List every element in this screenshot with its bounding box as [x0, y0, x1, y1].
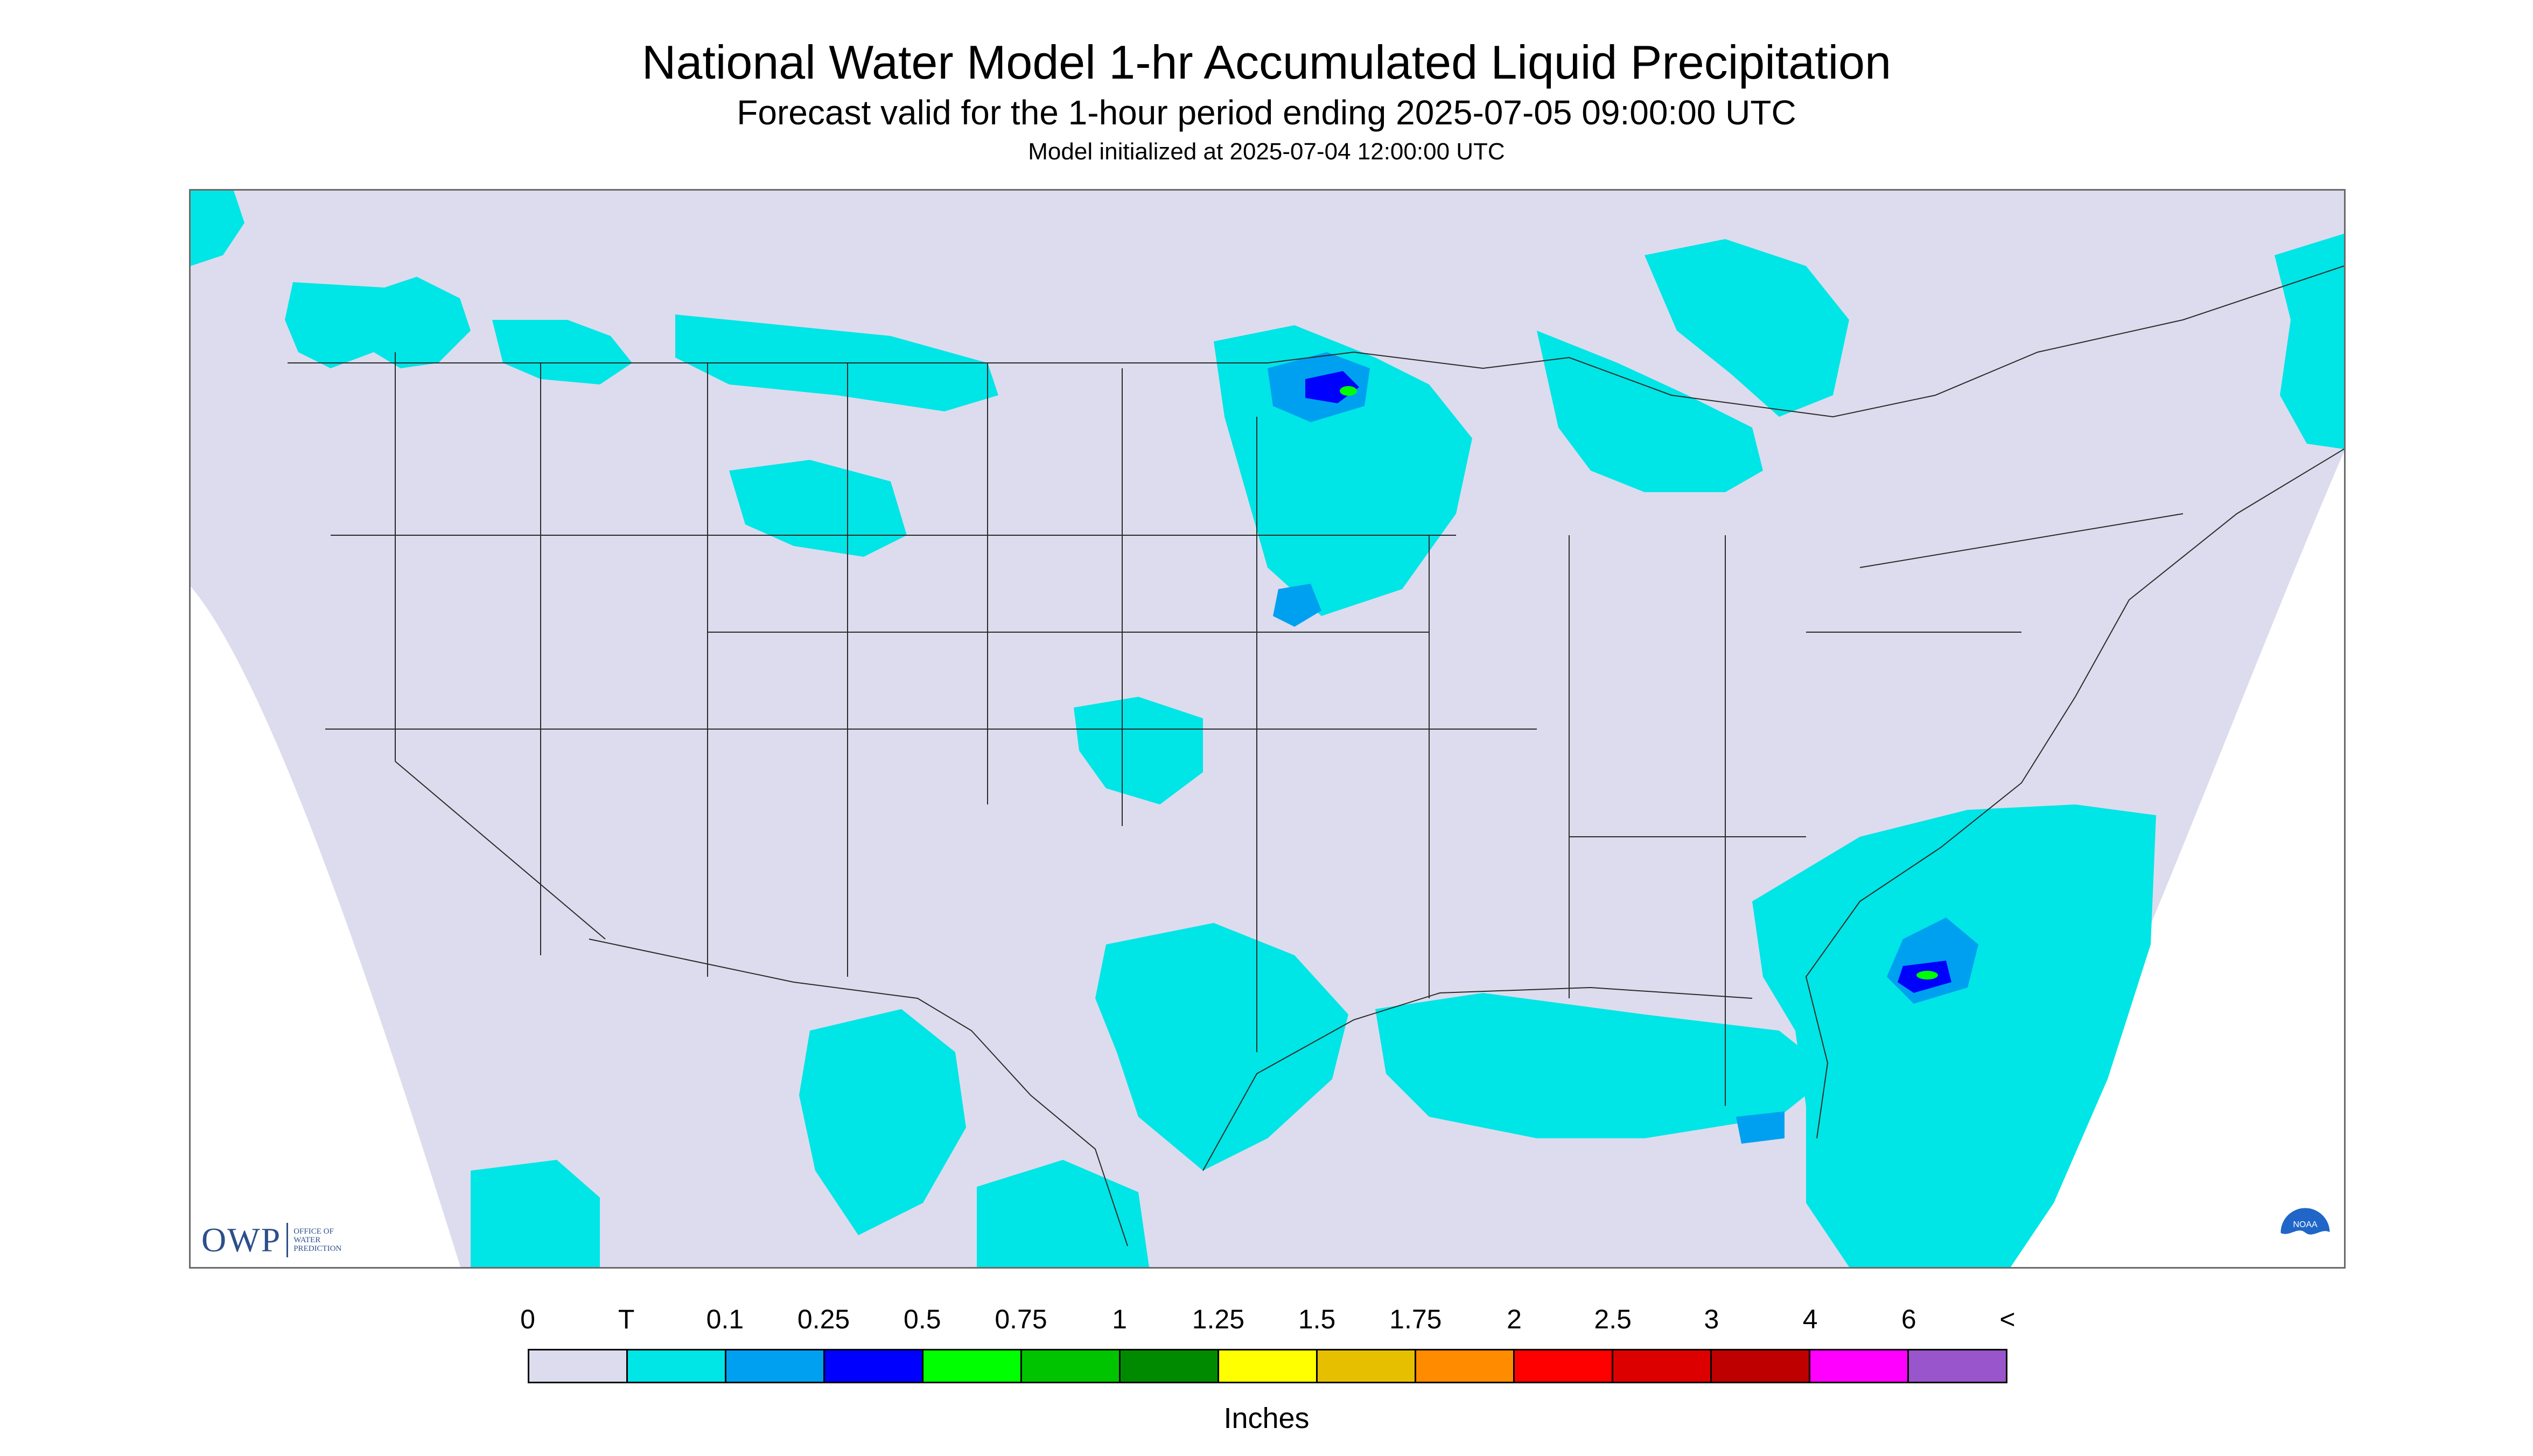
precip-great-lakes	[1537, 331, 1763, 492]
precip-northeast	[2275, 234, 2344, 449]
precip-central-plains	[729, 460, 907, 557]
legend-tick-label: T	[618, 1304, 635, 1334]
legend-tick-label: 0.75	[995, 1304, 1047, 1334]
owp-mark: OWP	[201, 1221, 282, 1259]
state-line-3	[987, 363, 1257, 1052]
legend-tick-label: 2	[1507, 1304, 1522, 1334]
legend-tick-label: 0.1	[706, 1304, 744, 1334]
conus-map-canvas	[191, 191, 2344, 1267]
legend-tick-label: 1.25	[1192, 1304, 1245, 1334]
noaa-text: NOAA	[2293, 1220, 2318, 1229]
legend-tick-label: 1.5	[1298, 1304, 1336, 1334]
legend-swatch	[726, 1350, 825, 1382]
legend-swatch	[1022, 1350, 1121, 1382]
legend-swatch	[1219, 1350, 1318, 1382]
legend-swatch	[923, 1350, 1022, 1382]
coastline-gulf	[1202, 986, 1753, 1171]
legend-tick-label: 2.5	[1594, 1304, 1632, 1334]
precip-montana	[492, 320, 632, 384]
legend-swatch	[1121, 1350, 1219, 1382]
coastline-east	[1805, 449, 2344, 1139]
legend-tick-label: 1.75	[1389, 1304, 1442, 1334]
precip-texas	[1095, 923, 1348, 1171]
legend-tick-label: 0	[520, 1304, 535, 1334]
precip-trace-areas	[191, 191, 2344, 1267]
legend-tick-label: 4	[1802, 1304, 1818, 1334]
state-line-2	[540, 363, 848, 977]
precip-kansas	[1074, 697, 1203, 804]
owp-logo: OWP OFFICE OF WATER PREDICTION	[201, 1220, 353, 1261]
legend-labels: 0 T 0.1 0.25 0.5 0.75 1 1.25 1.5 1.75 2 2.5 3 4 6 <	[0, 1303, 2533, 1335]
legend-tick-label: 3	[1704, 1304, 1719, 1334]
precip-northern-rockies	[285, 277, 471, 368]
precip-0-1-iowa	[1273, 584, 1321, 627]
legend-unit-label: Inches	[1223, 1402, 1310, 1434]
legend-colorbar	[528, 1349, 2007, 1383]
owp-divider	[286, 1223, 289, 1257]
legend-swatch	[529, 1350, 628, 1382]
state-line-5	[1429, 535, 1726, 1106]
legend-swatch	[628, 1350, 726, 1382]
legend-swatch	[1909, 1350, 2006, 1382]
precip-mexico-west	[799, 1009, 966, 1235]
legend-swatch	[825, 1350, 923, 1382]
us-mexico-border	[589, 939, 1128, 1247]
precip-southeast-atlantic	[1752, 804, 2156, 1267]
state-line-1	[395, 352, 606, 940]
state-line-6	[1569, 513, 2184, 837]
legend-tick-label: 1	[1112, 1304, 1128, 1334]
legend-swatch	[1712, 1350, 1810, 1382]
legend-tick-label: 0.5	[904, 1304, 941, 1334]
legend-swatch	[1318, 1350, 1416, 1382]
legend-swatch	[1810, 1350, 1909, 1382]
precip-ontario	[1645, 239, 1849, 417]
model-init-caption: Model initialized at 2025-07-04 12:00:00…	[1028, 138, 1505, 165]
state-line-4	[325, 535, 1537, 730]
precip-pacific-nw	[191, 191, 244, 266]
us-canada-border	[288, 265, 2344, 418]
precip-0-5-minnesota	[1340, 386, 1357, 396]
precip-gulf-coast	[1375, 993, 1833, 1138]
legend-swatch	[1416, 1350, 1515, 1382]
legend-tick-label: <	[1999, 1304, 2016, 1334]
owp-text: OFFICE OF WATER PREDICTION	[293, 1227, 342, 1253]
precip-sierra-madre	[977, 1160, 1149, 1267]
legend-swatch	[1613, 1350, 1712, 1382]
legend-tick-label: 0.25	[797, 1304, 850, 1334]
map-title: National Water Model 1-hr Accumulated Li…	[641, 36, 1892, 89]
forecast-valid-subtitle: Forecast valid for the 1-hour period end…	[737, 93, 1796, 132]
precip-0-5-areas	[1340, 386, 1938, 979]
precipitation-map: OWP OFFICE OF WATER PREDICTION NOAA	[189, 189, 2346, 1269]
precip-0-1-florida	[1736, 1111, 1785, 1144]
precip-0-5-atlantic	[1916, 971, 1938, 979]
political-borders	[288, 265, 2344, 1247]
legend-swatch	[1515, 1350, 1613, 1382]
noaa-logo: NOAA	[2279, 1206, 2332, 1259]
precip-mexico-south	[471, 1160, 600, 1267]
legend-tick-label: 6	[1901, 1304, 1916, 1334]
